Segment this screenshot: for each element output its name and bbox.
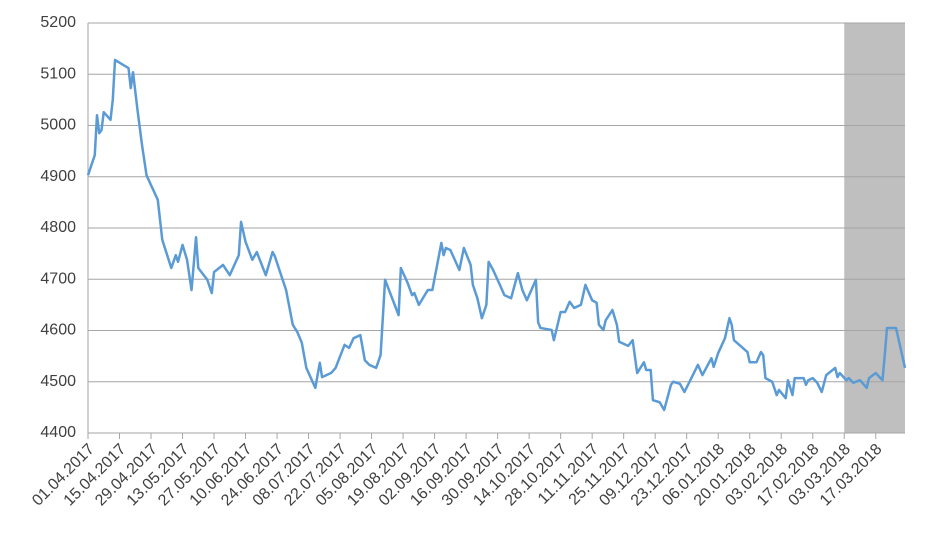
y-tick-label: 4600 [40, 322, 76, 339]
y-tick-label: 4900 [40, 168, 76, 185]
line-series [86, 58, 907, 412]
y-tick-label: 5100 [40, 65, 76, 82]
y-tick-label: 5200 [40, 14, 76, 31]
y-tick-label: 4500 [40, 373, 76, 390]
y-tick-label: 4700 [40, 270, 76, 287]
y-tick-label: 4800 [40, 219, 76, 236]
y-tick-label: 5000 [40, 117, 76, 134]
y-tick-label: 4400 [40, 424, 76, 441]
